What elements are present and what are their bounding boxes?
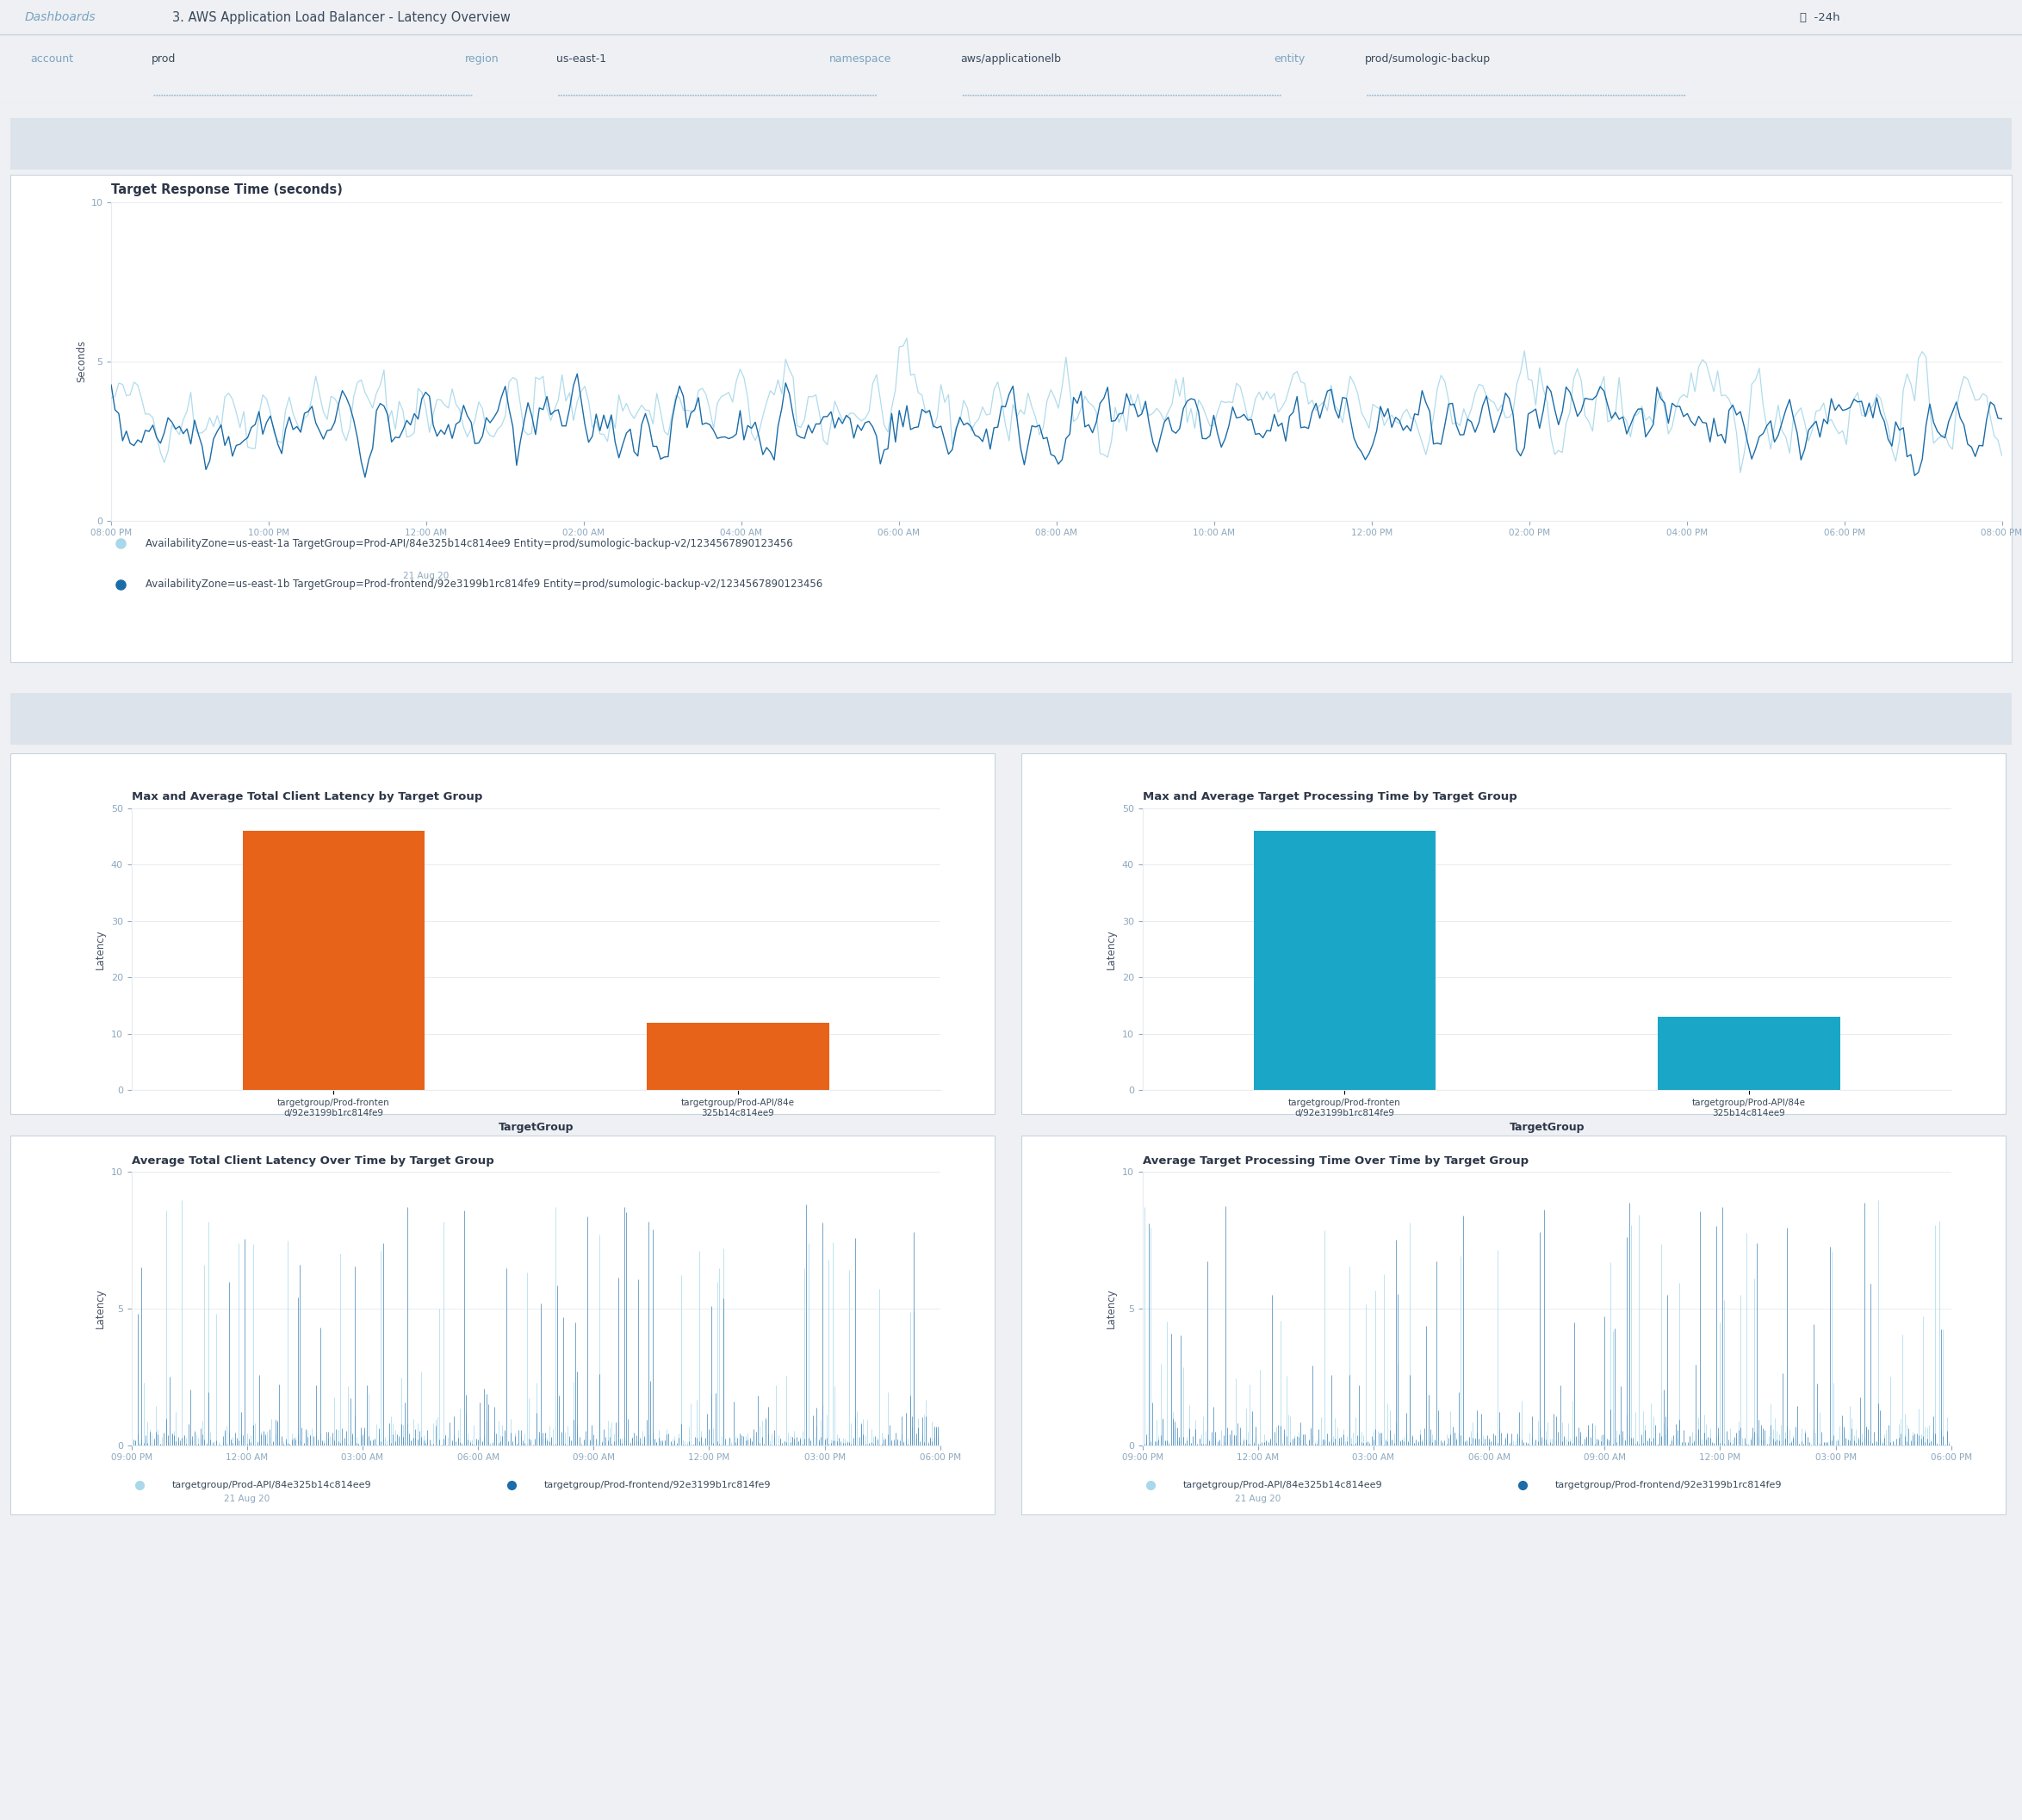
Text: account: account xyxy=(30,53,73,64)
Text: Average Total Client Latency Over Time by Target Group: Average Total Client Latency Over Time b… xyxy=(131,1156,493,1167)
Text: Target Response Time (seconds): Target Response Time (seconds) xyxy=(111,184,344,197)
Bar xyxy=(1254,830,1436,1090)
Text: prod/sumologic-backup: prod/sumologic-backup xyxy=(1365,53,1490,64)
Bar xyxy=(243,830,425,1090)
Text: Average Target Processing Time Over Time by Target Group: Average Target Processing Time Over Time… xyxy=(1142,1156,1529,1167)
Y-axis label: Latency: Latency xyxy=(95,928,105,970)
Text: AvailabilityZone=us-east-1a TargetGroup=Prod-API/84e325b14c814ee9 Entity=prod/su: AvailabilityZone=us-east-1a TargetGroup=… xyxy=(146,537,793,550)
Text: us-east-1: us-east-1 xyxy=(556,53,607,64)
Text: targetgroup/Prod-API/84e325b14c814ee9: targetgroup/Prod-API/84e325b14c814ee9 xyxy=(172,1481,372,1489)
Text: 21 Aug 20: 21 Aug 20 xyxy=(402,571,449,581)
Text: Target Response Time: Target Response Time xyxy=(932,136,1090,151)
Text: Max and Average Target Processing Time by Target Group: Max and Average Target Processing Time b… xyxy=(1142,792,1516,803)
Text: aws/applicationelb: aws/applicationelb xyxy=(960,53,1062,64)
Text: 3. AWS Application Load Balancer - Latency Overview: 3. AWS Application Load Balancer - Laten… xyxy=(172,11,510,24)
X-axis label: TargetGroup: TargetGroup xyxy=(1508,1121,1585,1134)
Text: prod: prod xyxy=(152,53,176,64)
Text: 21 Aug 20: 21 Aug 20 xyxy=(1235,1494,1280,1503)
Text: region: region xyxy=(465,53,499,64)
Text: entity: entity xyxy=(1274,53,1304,64)
Text: Events - Backend Latency: Events - Backend Latency xyxy=(918,712,1104,726)
Text: targetgroup/Prod-frontend/92e3199b1rc814fe9: targetgroup/Prod-frontend/92e3199b1rc814… xyxy=(1555,1481,1781,1489)
Y-axis label: Latency: Latency xyxy=(1106,1289,1118,1329)
Text: Max and Average Total Client Latency by Target Group: Max and Average Total Client Latency by … xyxy=(131,792,481,803)
Text: targetgroup/Prod-API/84e325b14c814ee9: targetgroup/Prod-API/84e325b14c814ee9 xyxy=(1183,1481,1383,1489)
Text: targetgroup/Prod-frontend/92e3199b1rc814fe9: targetgroup/Prod-frontend/92e3199b1rc814… xyxy=(544,1481,770,1489)
Y-axis label: Seconds: Seconds xyxy=(77,340,87,382)
Text: 21 Aug 20: 21 Aug 20 xyxy=(224,1494,269,1503)
Text: AvailabilityZone=us-east-1b TargetGroup=Prod-frontend/92e3199b1rc814fe9 Entity=p: AvailabilityZone=us-east-1b TargetGroup=… xyxy=(146,579,823,590)
Bar xyxy=(1658,1017,1840,1090)
X-axis label: TargetGroup: TargetGroup xyxy=(497,1121,574,1134)
Text: ⏱  -24h: ⏱ -24h xyxy=(1800,11,1840,24)
Bar xyxy=(647,1023,829,1090)
Y-axis label: Latency: Latency xyxy=(1106,928,1116,970)
Text: namespace: namespace xyxy=(829,53,892,64)
Y-axis label: Latency: Latency xyxy=(95,1289,107,1329)
Text: Dashboards: Dashboards xyxy=(24,11,95,24)
